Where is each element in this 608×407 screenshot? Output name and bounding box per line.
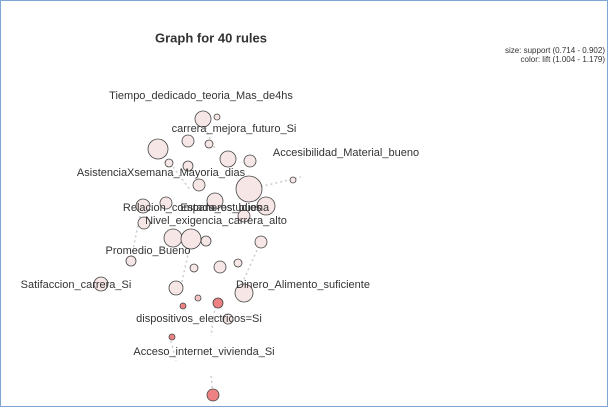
nodes	[93, 110, 297, 402]
edge	[250, 176, 302, 190]
node-label: Estado_estudios	[180, 202, 262, 214]
edge	[170, 340, 177, 362]
node	[235, 175, 263, 203]
node-label: Accesibilidad_Material_bueno	[273, 147, 419, 159]
node	[213, 113, 221, 121]
node	[194, 294, 202, 302]
node-label: Relacion_companeros_buena	[123, 202, 270, 214]
node-label: Dinero_Alimento_suficiente	[236, 279, 370, 291]
node	[234, 283, 254, 303]
node	[147, 138, 169, 160]
node	[164, 158, 174, 168]
legend-color: color: lift (1.004 - 1.179)	[521, 55, 606, 64]
node-label: dispositivos_electricos=Si	[136, 313, 262, 325]
title: Graph for 40 rules	[155, 30, 267, 45]
node	[256, 196, 276, 216]
node	[168, 333, 176, 341]
node	[222, 313, 234, 325]
node-label: Acceso_internet_vivienda_Si	[133, 346, 274, 358]
node	[289, 176, 297, 184]
node	[159, 196, 173, 210]
node	[192, 178, 206, 192]
node-label: Tiempo_dedicado_teoria_Mas_de4hs	[109, 90, 293, 102]
node	[204, 139, 214, 149]
node	[233, 258, 243, 268]
node	[254, 235, 268, 249]
node	[93, 276, 109, 292]
node	[135, 198, 151, 214]
node	[212, 297, 224, 309]
legend-size: size: support (0.714 - 0.902)	[505, 46, 605, 55]
node-label: Satifaccion_carrera_Si	[21, 279, 132, 291]
node	[206, 388, 220, 402]
edge	[130, 210, 142, 260]
node-label: Nivel_exigencia_carrera_alto	[145, 215, 287, 227]
node	[206, 192, 224, 210]
node	[219, 150, 237, 168]
node-label: AsistenciaXsemana_Mayoria_dias	[77, 167, 246, 179]
node	[182, 160, 194, 172]
node	[194, 110, 212, 128]
node	[189, 263, 199, 273]
edge	[240, 240, 262, 287]
node	[168, 280, 184, 296]
node	[243, 154, 257, 168]
node	[200, 235, 212, 247]
node-label: carrera_mejora_futuro_Si	[172, 123, 297, 135]
node	[125, 255, 137, 267]
node-label: Promedio_Bueno	[105, 245, 190, 257]
node	[181, 134, 195, 148]
node	[213, 260, 227, 274]
node	[137, 216, 151, 230]
node	[179, 302, 187, 310]
node	[237, 209, 251, 223]
edge	[160, 150, 192, 192]
